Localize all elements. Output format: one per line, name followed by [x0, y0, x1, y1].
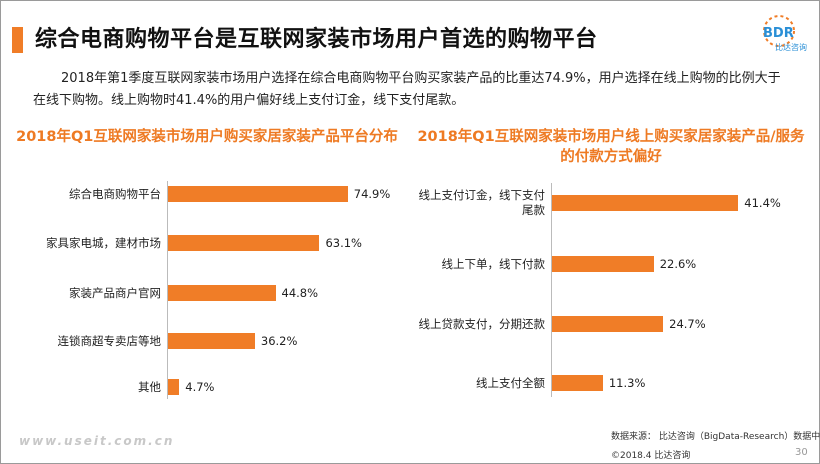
- category-label: 线上下单，线下付款: [441, 256, 546, 271]
- data-label: 63.1%: [325, 236, 362, 250]
- category-label: 家装产品商户官网: [69, 285, 161, 300]
- data-label: 36.2%: [260, 334, 298, 348]
- copyright: ©2018.4 比达咨询: [611, 451, 691, 461]
- data-label: 74.9%: [353, 187, 391, 201]
- category-label: 家具家电城，建材市场: [46, 235, 161, 250]
- bar: [552, 375, 603, 391]
- bar: [168, 379, 180, 395]
- bar: [552, 195, 739, 211]
- bar: [168, 186, 348, 202]
- category-label: 线上支付全额: [476, 375, 545, 390]
- category-label: 综合电商购物平台: [69, 186, 161, 201]
- bar: [168, 285, 276, 301]
- data-source: 数据来源： 比达咨询（BigData-Research）数据中心: [611, 432, 820, 442]
- bar: [168, 333, 255, 349]
- logo-text: BDR: [763, 26, 794, 41]
- category-label: 其他: [138, 379, 161, 394]
- category-label: 连锁商超专卖店等地: [57, 333, 162, 348]
- page-title: 综合电商购物平台是互联网家装市场用户首选的购物平台: [35, 27, 598, 52]
- category-axis: [551, 183, 552, 397]
- data-label: 44.8%: [281, 286, 319, 300]
- bar: [552, 256, 654, 272]
- intro-paragraph: 2018年第1季度互联网家装市场用户选择在综合电商购物平台购买家装产品的比重达7…: [33, 71, 781, 108]
- logo-subtext: 比达咨询: [775, 43, 807, 52]
- page-number: 30: [795, 447, 808, 458]
- bar: [552, 316, 664, 332]
- bdr-logo-icon: [763, 15, 795, 47]
- data-label: 4.7%: [185, 380, 215, 394]
- watermark: www.useit.com.cn: [19, 434, 175, 448]
- data-label: 24.7%: [669, 317, 706, 331]
- title-accent-bar: [12, 27, 23, 53]
- logo: BDR 比达咨询: [753, 11, 809, 53]
- category-label: 线上支付订金，线下支付尾款: [418, 188, 546, 217]
- category-axis: [167, 181, 168, 399]
- bar: [168, 235, 320, 251]
- category-label: 线上贷款支付，分期还款: [418, 316, 546, 331]
- left-chart-title: 2018年Q1互联网家装市场用户购买家居家装产品平台分布: [16, 129, 398, 145]
- data-label: 11.3%: [608, 376, 646, 390]
- data-label: 41.4%: [744, 196, 781, 210]
- right-chart-title: 2018年Q1互联网家装市场用户线上购买家居家装产品/服务的付款方式偏好: [417, 129, 805, 165]
- data-label: 22.6%: [659, 257, 697, 271]
